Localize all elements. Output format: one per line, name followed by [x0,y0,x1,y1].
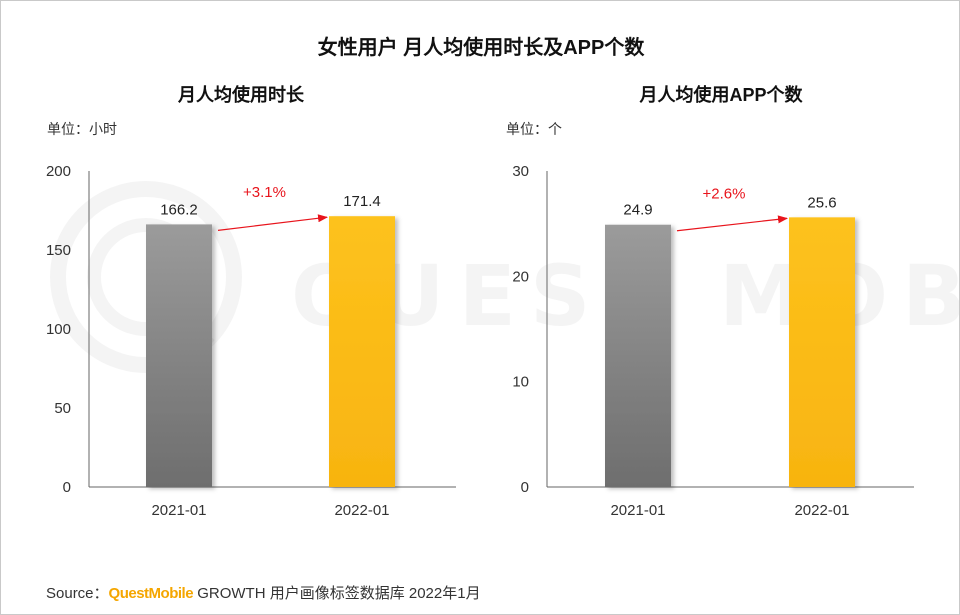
chart-2-bar [789,217,855,487]
chart-2-growth-label: +2.6% [703,185,746,202]
chart-2-y-tick-label: 20 [512,268,529,285]
chart-1-unit: 单位：小时 [47,121,117,137]
chart-1-y-tick-label: 150 [46,242,71,259]
chart-1-x-tick-label: 2021-01 [151,502,206,519]
chart-2-growth-arrow [676,215,788,232]
chart-2-x-tick-label: 2022-01 [794,502,849,519]
source-brand: QuestMobile [108,585,194,602]
chart-1-bar [146,224,212,488]
chart-2-y-tick-label: 0 [521,479,529,496]
chart-2-y-tick-label: 30 [512,163,529,180]
chart-1-y-tick-label: 200 [46,163,71,180]
chart-2-bar [605,224,671,487]
source-suffix: GROWTH 用户画像标签数据库 2022年1月 [193,585,481,602]
chart-2-title: 月人均使用APP个数 [639,85,803,105]
chart-1-growth-arrow [217,214,328,231]
chart-2-data-label: 24.9 [623,202,652,219]
chart-1-data-label: 171.4 [343,193,381,210]
source-note: Source：QuestMobile GROWTH 用户画像标签数据库 2022… [46,582,481,603]
chart-1-y-tick-label: 100 [46,321,71,338]
chart-2-data-label: 25.6 [807,194,836,211]
chart-1-y-tick-label: 0 [63,479,71,496]
chart-1-y-tick-label: 50 [54,400,71,417]
chart-1-x-tick-label: 2022-01 [334,502,389,519]
chart-2-x-tick-label: 2021-01 [610,502,665,519]
chart-1-title: 月人均使用时长 [178,85,304,105]
source-prefix: Source： [46,585,109,602]
chart-2-y-tick-label: 10 [512,374,529,391]
chart-2-unit: 单位：个 [506,121,562,137]
chart-1-data-label: 166.2 [160,201,198,218]
chart-1-growth-label: +3.1% [243,184,286,201]
page-title: 女性用户 月人均使用时长及APP个数 [317,37,645,59]
chart-1-bar [329,216,395,488]
